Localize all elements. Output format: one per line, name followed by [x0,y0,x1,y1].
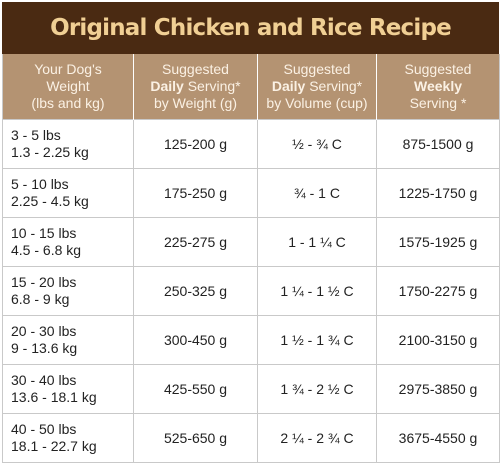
table-row: 10 - 15 lbs 4.5 - 6.8 kg 225-275 g 1 - 1 … [2,217,500,267]
daily-cups-cell: ¾ - 1 C [257,168,377,218]
weight-lbs: 20 - 30 lbs [11,323,77,339]
weight-kg: 4.5 - 6.8 kg [11,242,82,258]
header-line: Suggested [162,61,229,77]
header-weight-line2: Weight [46,78,90,94]
header-row: Your Dog's Weight (lbs and kg) Suggested… [2,54,500,120]
daily-cups-cell: 1 ¼ - 1 ½ C [257,266,377,316]
weight-cell: 3 - 5 lbs 1.3 - 2.25 kg [2,119,134,169]
header-daily-by-weight: Suggested Daily Serving* by Weight (g) [133,54,258,120]
weight-cell: 15 - 20 lbs 6.8 - 9 kg [2,266,134,316]
weight-lbs: 40 - 50 lbs [11,421,77,437]
daily-grams-cell: 250-325 g [133,266,258,316]
header-line: by Weight (g) [154,95,237,111]
weekly-grams-cell: 3675-4550 g [376,413,500,463]
weight-lbs: 30 - 40 lbs [11,372,77,388]
weight-lbs: 10 - 15 lbs [11,225,77,241]
weight-lbs: 3 - 5 lbs [11,127,61,143]
chart-title: Original Chicken and Rice Recipe [2,2,499,54]
weight-kg: 13.6 - 18.1 kg [11,389,97,405]
weight-cell: 20 - 30 lbs 9 - 13.6 kg [2,315,134,365]
header-weight: Your Dog's Weight (lbs and kg) [2,54,134,120]
table-row: 40 - 50 lbs 18.1 - 22.7 kg 525-650 g 2 ¼ … [2,413,500,463]
weekly-grams-cell: 2100-3150 g [376,315,500,365]
daily-grams-cell: 175-250 g [133,168,258,218]
header-weight-line1: Your Dog's [34,61,102,77]
weekly-grams-cell: 1575-1925 g [376,217,500,267]
weekly-grams-cell: 1225-1750 g [376,168,500,218]
daily-cups-cell: ½ - ¾ C [257,119,377,169]
table-row: 30 - 40 lbs 13.6 - 18.1 kg 425-550 g 1 ¾ … [2,364,500,414]
weight-cell: 5 - 10 lbs 2.25 - 4.5 kg [2,168,134,218]
daily-grams-cell: 125-200 g [133,119,258,169]
table-row: 3 - 5 lbs 1.3 - 2.25 kg 125-200 g ½ - ¾ C… [2,119,500,169]
daily-cups-cell: 2 ¼ - 2 ¾ C [257,413,377,463]
header-line: Serving* [183,78,241,94]
serving-table: Your Dog's Weight (lbs and kg) Suggested… [2,54,500,463]
table-body: 3 - 5 lbs 1.3 - 2.25 kg 125-200 g ½ - ¾ C… [2,119,500,463]
header-line: by Volume (cup) [266,95,368,111]
header-weight-line3: (lbs and kg) [31,95,105,111]
header-line: Serving* [305,78,363,94]
weekly-grams-cell: 1750-2275 g [376,266,500,316]
table-row: 20 - 30 lbs 9 - 13.6 kg 300-450 g 1 ½ - 1… [2,315,500,365]
weight-cell: 40 - 50 lbs 18.1 - 22.7 kg [2,413,134,463]
daily-grams-cell: 225-275 g [133,217,258,267]
daily-cups-cell: 1 - 1 ¼ C [257,217,377,267]
weight-cell: 10 - 15 lbs 4.5 - 6.8 kg [2,217,134,267]
daily-grams-cell: 300-450 g [133,315,258,365]
weight-lbs: 5 - 10 lbs [11,176,69,192]
weekly-grams-cell: 875-1500 g [376,119,500,169]
weight-kg: 9 - 13.6 kg [11,340,78,356]
header-line: Suggested [404,61,472,77]
header-daily-by-volume: Suggested Daily Serving* by Volume (cup) [257,54,377,120]
table-row: 15 - 20 lbs 6.8 - 9 kg 250-325 g 1 ¼ - 1 … [2,266,500,316]
daily-cups-cell: 1 ¾ - 2 ½ C [257,364,377,414]
header-bold-word: Daily [271,78,306,94]
header-line: Serving * [409,95,467,111]
weight-kg: 2.25 - 4.5 kg [11,193,89,209]
daily-cups-cell: 1 ½ - 1 ¾ C [257,315,377,365]
header-bold-word: Weekly [414,78,462,94]
weekly-grams-cell: 2975-3850 g [376,364,500,414]
weight-cell: 30 - 40 lbs 13.6 - 18.1 kg [2,364,134,414]
weight-lbs: 15 - 20 lbs [11,274,77,290]
weight-kg: 18.1 - 22.7 kg [11,438,97,454]
weight-kg: 6.8 - 9 kg [11,291,70,307]
table-header: Your Dog's Weight (lbs and kg) Suggested… [2,54,500,120]
daily-grams-cell: 425-550 g [133,364,258,414]
header-weekly: Suggested Weekly Serving * [376,54,500,120]
header-line: Suggested [283,61,351,77]
header-bold-word: Daily [150,78,184,94]
table-row: 5 - 10 lbs 2.25 - 4.5 kg 175-250 g ¾ - 1 … [2,168,500,218]
daily-grams-cell: 525-650 g [133,413,258,463]
weight-kg: 1.3 - 2.25 kg [11,144,89,160]
